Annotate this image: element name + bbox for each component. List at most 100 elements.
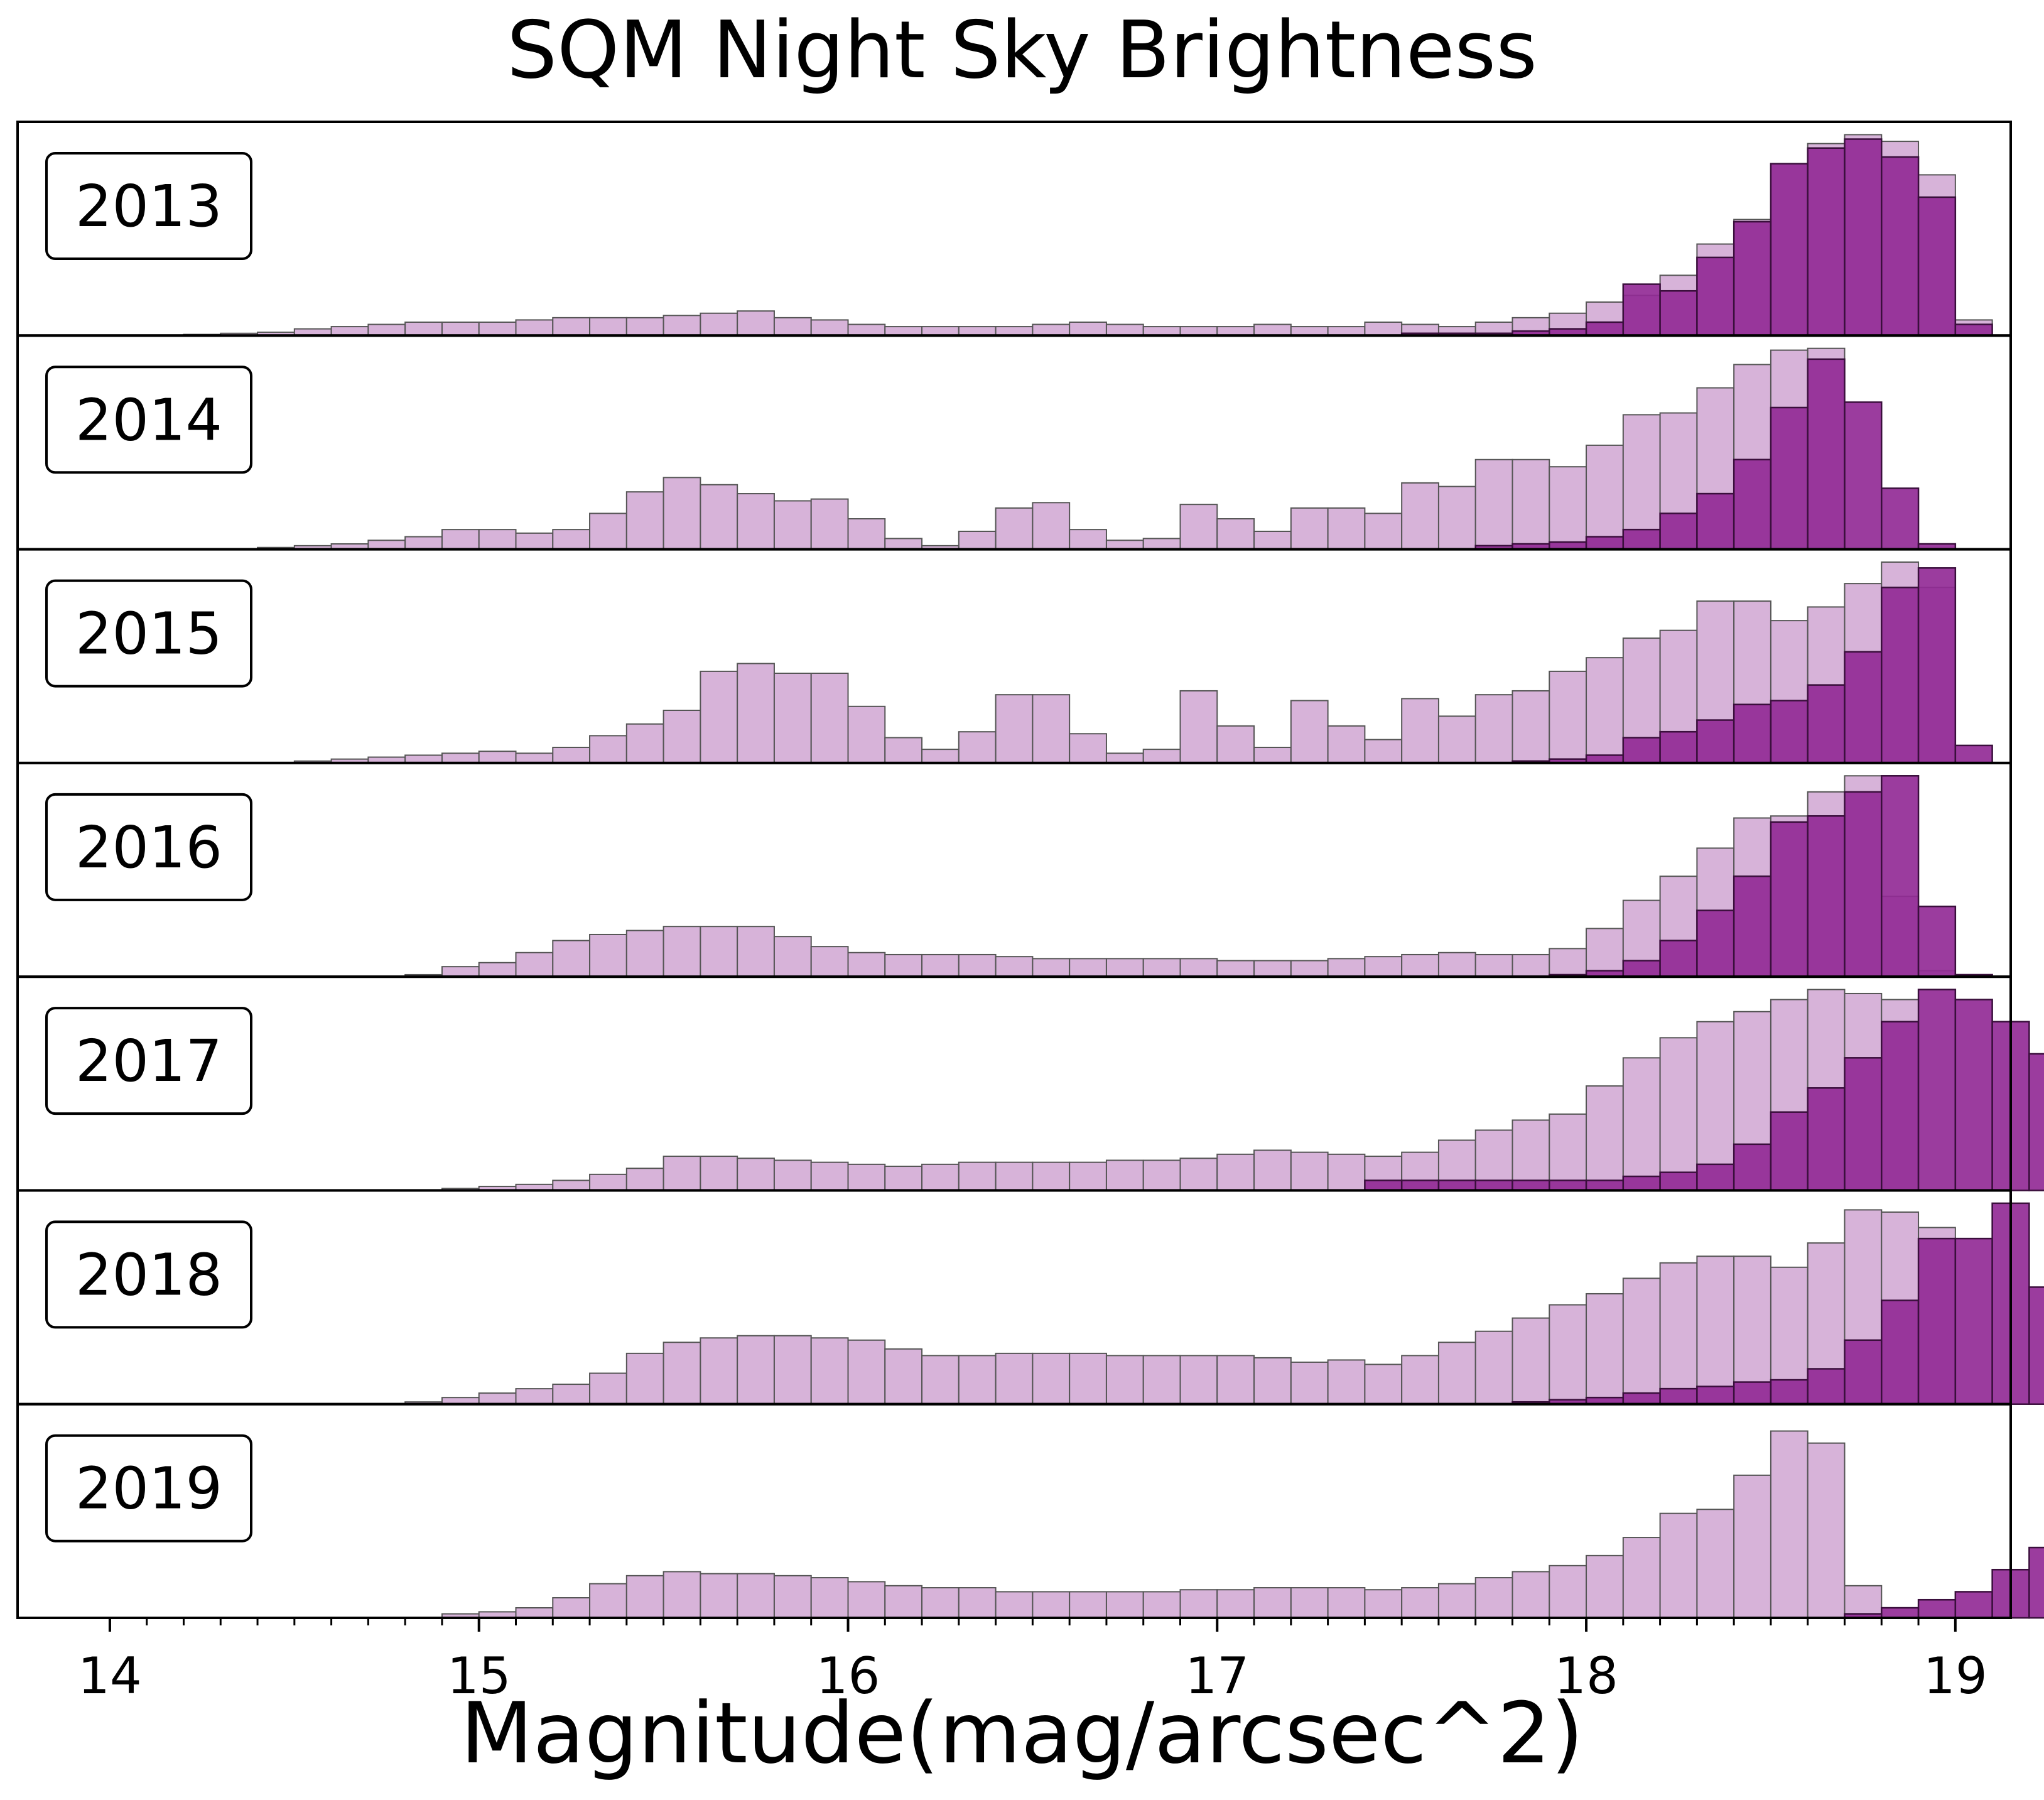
bar-light-2014-20: [847, 518, 886, 550]
bar-light-2015-25: [1032, 694, 1071, 764]
bar-light-2014-21: [884, 538, 923, 550]
bar-light-2014-30: [1216, 518, 1255, 550]
bar-light-2015-11: [515, 752, 554, 764]
bar-dark-2016-47: [1844, 791, 1883, 978]
bar-light-2017-16: [700, 1156, 738, 1191]
bar-light-2016-18: [773, 936, 812, 978]
year-label-box-2018: [45, 1220, 252, 1329]
bar-light-2017-28: [1142, 1159, 1181, 1191]
bar-dark-2013-42: [1659, 290, 1698, 337]
bar-light-2014-31: [1253, 531, 1292, 550]
bar-light-2013-8: [404, 321, 443, 337]
bar-light-2017-25: [1032, 1161, 1071, 1191]
bar-light-2019-41: [1622, 1537, 1661, 1619]
bar-dark-2015-50: [1954, 744, 1993, 764]
bar-light-2017-32: [1290, 1151, 1329, 1191]
bar-dark-2016-49: [1917, 905, 1957, 978]
panel-2018: 2018: [16, 1189, 2044, 1406]
bar-light-2013-31: [1253, 323, 1292, 337]
bar-light-2015-13: [589, 735, 627, 764]
bar-dark-2018-46: [1807, 1368, 1846, 1405]
bar-light-2013-30: [1216, 326, 1255, 337]
bar-light-2015-22: [921, 749, 960, 764]
bar-light-2016-23: [958, 953, 997, 978]
bar-dark-2016-48: [1881, 775, 1920, 978]
year-label-box-2019: [45, 1434, 252, 1542]
bar-light-2015-17: [737, 663, 775, 764]
bar-light-2018-34: [1364, 1364, 1403, 1405]
bar-light-2014-34: [1364, 512, 1403, 550]
bar-light-2013-12: [552, 317, 591, 337]
bar-light-2016-39: [1549, 948, 1587, 978]
bar-light-2016-22: [921, 953, 960, 978]
bar-light-2017-12: [552, 1179, 591, 1191]
bar-light-2013-10: [478, 321, 517, 337]
bar-light-2013-9: [441, 321, 480, 337]
bar-light-2016-37: [1474, 953, 1513, 978]
bar-light-2014-40: [1586, 444, 1624, 550]
bar-light-2017-31: [1253, 1149, 1292, 1191]
bar-dark-2014-43: [1696, 492, 1735, 550]
bar-dark-2013-48: [1881, 156, 1920, 337]
bar-light-2014-37: [1474, 458, 1513, 550]
bar-light-2018-27: [1105, 1355, 1144, 1405]
bar-light-2014-24: [995, 507, 1034, 550]
bar-dark-2019-52: [2028, 1546, 2044, 1619]
bar-light-2018-21: [884, 1348, 923, 1405]
chart-title: SQM Night Sky Brightness: [507, 4, 1537, 96]
bar-light-2013-15: [662, 315, 701, 337]
bar-light-2019-43: [1696, 1509, 1735, 1619]
bar-light-2015-29: [1179, 690, 1218, 764]
bar-light-2017-17: [737, 1158, 775, 1191]
bar-light-2018-43: [1696, 1255, 1735, 1405]
bar-dark-2017-36: [1437, 1179, 1476, 1191]
bar-dark-2018-44: [1733, 1381, 1772, 1405]
bar-dark-2018-43: [1696, 1385, 1735, 1405]
bar-dark-2017-46: [1807, 1087, 1846, 1191]
bar-light-2017-20: [847, 1163, 886, 1191]
bar-light-2014-36: [1437, 485, 1476, 550]
bar-light-2016-38: [1511, 953, 1550, 978]
bar-dark-2013-46: [1807, 147, 1846, 337]
bar-light-2015-34: [1364, 739, 1403, 764]
year-label-2015: 2015: [75, 600, 222, 668]
bar-dark-2017-35: [1400, 1179, 1440, 1191]
bar-dark-2017-39: [1549, 1179, 1587, 1191]
bar-dark-2017-44: [1733, 1143, 1772, 1191]
bar-dark-2014-42: [1659, 512, 1698, 550]
bar-light-2014-13: [589, 512, 627, 550]
bar-light-2015-14: [625, 723, 664, 764]
bar-dark-2017-52: [2028, 1053, 2044, 1191]
bar-light-2014-8: [404, 536, 443, 550]
bar-light-2015-36: [1437, 715, 1476, 764]
bar-light-2019-44: [1733, 1474, 1771, 1618]
bar-light-2014-10: [478, 529, 517, 550]
bar-light-2019-36: [1437, 1583, 1476, 1619]
bar-light-2016-16: [700, 926, 738, 978]
bar-light-2013-25: [1032, 323, 1071, 337]
bar-light-2014-25: [1032, 502, 1071, 550]
bar-dark-2015-43: [1696, 719, 1735, 764]
bar-light-2017-30: [1216, 1153, 1255, 1191]
bar-dark-2015-42: [1659, 730, 1698, 764]
year-label-box-2014: [45, 366, 252, 474]
bar-light-2016-19: [810, 946, 849, 978]
bar-light-2018-36: [1437, 1342, 1476, 1405]
bar-light-2014-41: [1622, 414, 1661, 550]
bar-light-2017-27: [1105, 1159, 1144, 1191]
bar-light-2019-14: [625, 1575, 664, 1619]
bar-dark-2018-45: [1770, 1379, 1809, 1405]
bar-light-2018-11: [515, 1388, 554, 1405]
bar-dark-2017-38: [1511, 1179, 1550, 1191]
bar-dark-2013-45: [1770, 163, 1809, 337]
bar-light-2019-24: [995, 1591, 1034, 1618]
bar-light-2018-17: [737, 1335, 775, 1405]
bar-dark-2015-44: [1733, 703, 1772, 764]
bar-light-2013-18: [773, 317, 812, 337]
bar-light-2013-32: [1290, 326, 1329, 337]
bar-light-2017-29: [1179, 1158, 1218, 1191]
bar-dark-2017-49: [1917, 989, 1957, 1191]
bar-light-2014-29: [1179, 504, 1218, 550]
bar-light-2018-13: [589, 1372, 627, 1405]
bar-light-2013-20: [847, 323, 886, 337]
